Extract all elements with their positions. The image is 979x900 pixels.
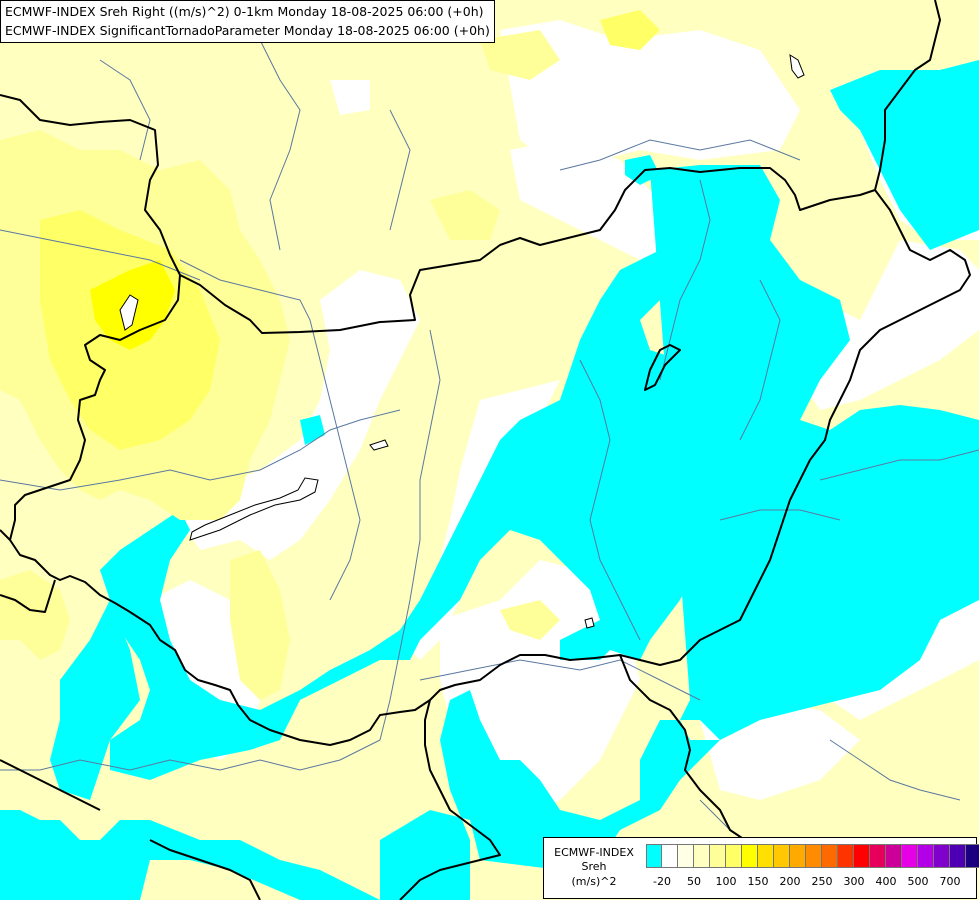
title-line-stp: ECMWF-INDEX SignificantTornadoParameter … (5, 23, 490, 38)
legend-swatch (758, 845, 774, 867)
legend-swatch (838, 845, 854, 867)
legend-tick-label: 300 (843, 875, 865, 888)
legend-tick-label: 200 (779, 875, 801, 888)
legend-swatch (886, 845, 902, 867)
legend-swatch (854, 845, 870, 867)
legend-swatch (806, 845, 822, 867)
legend-tick-label: 50 (687, 875, 701, 888)
legend-tick-label: 700 (939, 875, 961, 888)
legend-swatch (934, 845, 950, 867)
legend-swatch (918, 845, 934, 867)
legend-swatch (902, 845, 918, 867)
legend-swatch (870, 845, 886, 867)
legend-swatch (774, 845, 790, 867)
legend-label-var: Sreh (581, 860, 607, 873)
lakes (119, 54, 805, 629)
legend-swatch (966, 845, 979, 867)
legend-label-unit: (m/s)^2 (571, 875, 617, 888)
legend-swatch (678, 845, 694, 867)
legend-swatch (710, 845, 726, 867)
cyan-zones (0, 60, 979, 900)
legend-swatch (950, 845, 966, 867)
legend-swatch (646, 845, 662, 867)
legend-swatch (694, 845, 710, 867)
legend-tick-label: 250 (811, 875, 833, 888)
title-line-sreh: ECMWF-INDEX Sreh Right ((m/s)^2) 0-1km M… (5, 4, 484, 19)
legend-tick-label: 100 (715, 875, 737, 888)
legend-tick-label: 500 (907, 875, 929, 888)
legend-label-model: ECMWF-INDEX (554, 846, 634, 859)
legend-swatches (646, 844, 979, 868)
legend-swatch (822, 845, 838, 867)
color-legend: ECMWF-INDEX Sreh (m/s)^2 -20 50 100 150 200 2… (543, 837, 979, 899)
legend-swatch (662, 845, 678, 867)
legend-tick-label: 150 (747, 875, 769, 888)
legend-swatch (742, 845, 758, 867)
legend-swatch (790, 845, 806, 867)
legend-swatch (726, 845, 742, 867)
legend-tick-label: 400 (875, 875, 897, 888)
legend-tick-label: -20 (653, 875, 671, 888)
map-title-box: ECMWF-INDEX Sreh Right ((m/s)^2) 0-1km M… (0, 0, 495, 43)
